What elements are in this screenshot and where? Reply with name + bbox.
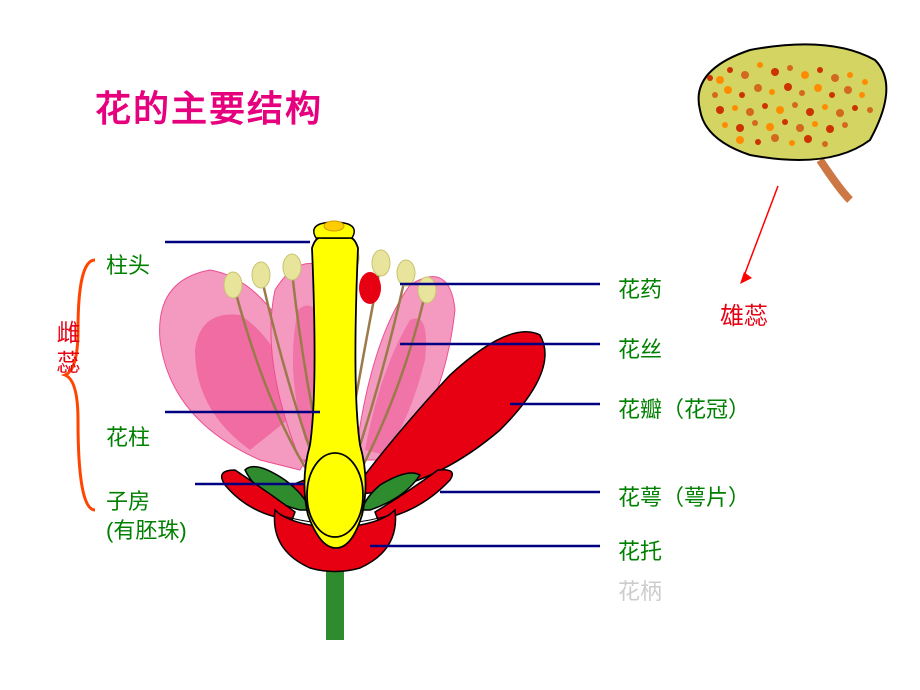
anther-label: 花药 <box>618 272 662 304</box>
sepal-label: 花萼（萼片） <box>618 480 750 512</box>
pistil <box>304 221 365 548</box>
filament-label: 花丝 <box>618 332 662 364</box>
style-label: 花柱 <box>106 420 150 452</box>
pedicel-label: 花柄 <box>618 574 662 606</box>
anther-detail-icon <box>699 44 887 200</box>
petal-label: 花瓣（花冠） <box>618 392 750 424</box>
ovary-label: 子房 (有胚珠) <box>106 488 187 545</box>
stigma-label: 柱头 <box>106 248 150 280</box>
receptacle-label: 花托 <box>618 534 662 566</box>
pistil-label: 雌蕊 <box>48 320 83 380</box>
red-disc <box>359 272 381 304</box>
ovary-label-line1: 子房 <box>106 488 187 517</box>
ovary-label-line2: (有胚珠) <box>106 517 187 546</box>
flower-diagram <box>0 0 920 690</box>
arrow-icon <box>740 186 778 284</box>
pistil-brace <box>65 260 95 510</box>
pedicel-shape <box>326 570 344 640</box>
stamen-label: 雄蕊 <box>720 296 768 331</box>
